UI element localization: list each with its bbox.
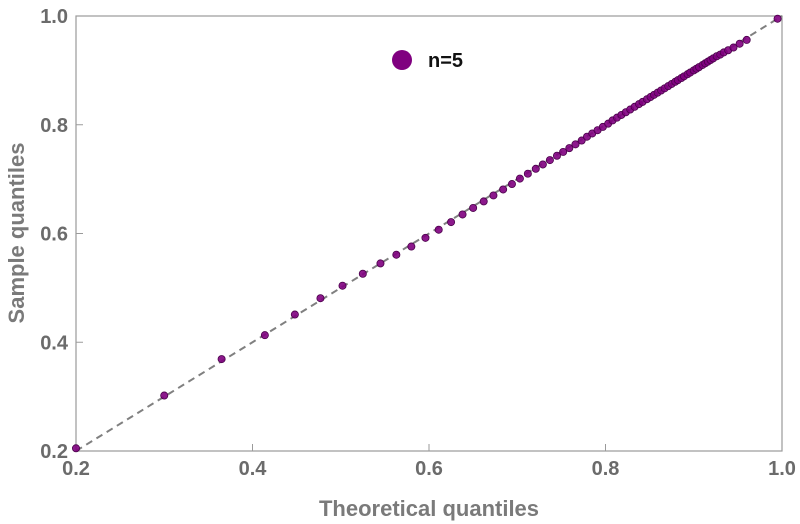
data-point [577,136,586,145]
data-point [507,180,516,189]
legend-label: n=5 [428,50,463,72]
y-tick-label: 0.4 [40,332,69,354]
data-point [316,294,325,303]
data-point [358,269,367,278]
data-point [538,160,547,169]
reference-line [75,15,783,452]
x-tick-label: 0.2 [62,458,90,480]
reference-line-group [75,15,783,452]
data-point [72,444,81,453]
data-point [160,391,169,400]
data-point [458,210,467,219]
data-point [523,169,532,178]
x-tick-label: 1.0 [768,458,796,480]
data-point [571,140,580,149]
x-tick-label: 0.4 [239,458,268,480]
data-points [72,14,782,453]
data-point [552,151,561,160]
data-point [773,14,782,23]
data-point [479,197,488,206]
data-point [407,242,416,251]
y-tick-label: 1.0 [40,6,68,28]
y-tick-label: 0.6 [40,224,68,246]
axis-ticks: 0.2 0.4 0.6 0.8 1.0 0.2 0.4 0.6 0.8 1.0 [40,6,796,480]
x-axis-title: Theoretical quantiles [319,496,539,521]
data-point [434,225,443,234]
data-point [290,310,299,319]
data-point [376,259,385,268]
data-point [559,147,568,156]
legend-marker [392,50,412,70]
legend: n=5 [392,50,463,72]
data-point [469,203,478,212]
data-point [729,43,738,52]
y-tick-label: 0.8 [40,115,68,137]
y-tick-label: 0.2 [40,441,68,463]
data-point [565,144,574,153]
data-point [260,331,269,340]
data-point [515,174,524,183]
data-point [338,281,347,290]
data-point [489,191,498,200]
data-point [217,355,226,364]
data-point [545,156,554,165]
x-tick-label: 0.6 [415,458,443,480]
y-axis-title: Sample quantiles [4,143,29,324]
data-point [742,35,751,44]
data-point [499,185,508,194]
data-point [735,39,744,48]
data-point [531,164,540,173]
data-point [421,233,430,242]
data-point [447,218,456,227]
data-point [392,250,401,259]
x-tick-label: 0.8 [592,458,620,480]
